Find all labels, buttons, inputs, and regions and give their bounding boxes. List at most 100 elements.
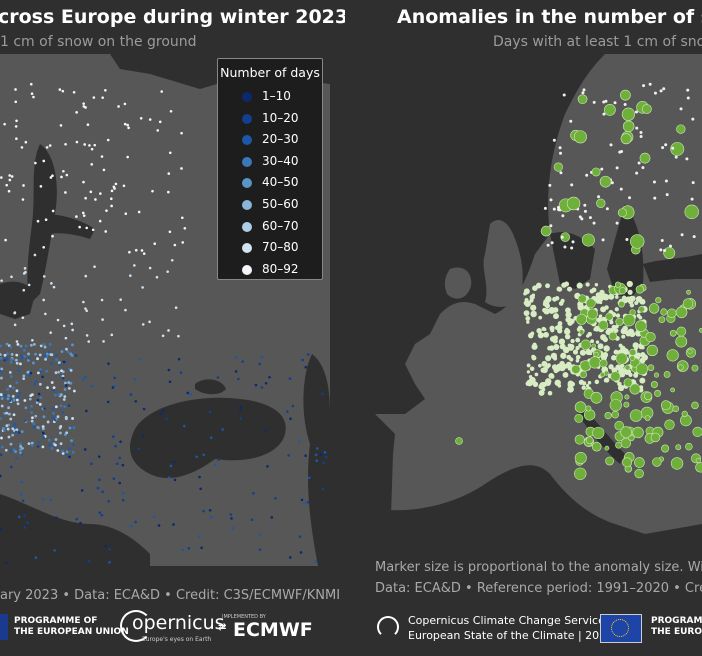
anomaly-marker — [629, 234, 645, 249]
station-dot — [32, 425, 36, 429]
station-dot — [70, 322, 74, 326]
station-dot — [50, 362, 53, 365]
station-dot — [298, 535, 302, 538]
station-dot — [5, 183, 8, 187]
station-dot — [4, 238, 7, 242]
anomaly-marker — [550, 241, 554, 245]
station-dot — [85, 226, 88, 230]
station-dot — [197, 535, 200, 538]
station-dot — [12, 386, 15, 390]
station-dot — [127, 126, 130, 130]
station-dot — [167, 172, 171, 175]
station-dot — [63, 405, 67, 409]
station-dot — [13, 422, 17, 426]
station-dot — [134, 248, 138, 252]
station-dot — [59, 431, 62, 435]
station-dot — [28, 397, 32, 401]
anomaly-marker — [550, 328, 555, 333]
anomaly-marker — [574, 434, 585, 445]
anomaly-marker — [664, 419, 675, 430]
anomaly-marker — [552, 207, 556, 211]
station-dot — [42, 436, 46, 439]
anomaly-marker — [618, 150, 622, 154]
station-dot — [118, 481, 122, 485]
station-dot — [24, 406, 28, 410]
anomaly-marker — [570, 338, 575, 344]
station-dot — [213, 463, 217, 467]
station-dot — [260, 356, 264, 359]
station-dot — [8, 174, 11, 177]
station-dot — [65, 431, 69, 435]
station-dot — [109, 197, 113, 200]
station-dot — [162, 409, 166, 412]
station-dot — [104, 88, 107, 92]
station-dot — [200, 546, 203, 550]
station-dot — [57, 370, 60, 374]
anomaly-marker — [599, 372, 606, 378]
anomaly-marker — [615, 352, 628, 365]
station-dot — [42, 415, 46, 419]
station-dot — [9, 442, 13, 446]
station-dot — [46, 420, 50, 424]
anomaly-marker — [639, 377, 646, 384]
station-dot — [321, 392, 324, 396]
station-dot — [32, 95, 35, 99]
station-dot — [0, 417, 2, 421]
anomaly-marker — [691, 401, 699, 410]
station-dot — [118, 456, 122, 460]
station-dot — [301, 358, 305, 362]
anomaly-marker — [611, 410, 619, 419]
station-dot — [133, 264, 136, 267]
legend-label: 80–92 — [262, 261, 299, 276]
station-dot — [167, 329, 170, 332]
anomaly-marker — [602, 112, 606, 116]
anomaly-marker — [530, 310, 537, 318]
station-dot — [104, 545, 107, 548]
anomaly-marker — [691, 181, 695, 185]
anomaly-marker — [585, 436, 594, 445]
station-dot — [98, 478, 101, 481]
station-dot — [48, 443, 52, 447]
station-dot — [61, 89, 65, 93]
station-dot — [22, 288, 26, 292]
station-dot — [91, 384, 94, 388]
legend: Number of days 1–10 10–20 20–30 30–40 40–50 5… — [217, 58, 323, 280]
station-dot — [4, 448, 8, 452]
station-dot — [108, 561, 111, 564]
anomaly-marker — [611, 355, 617, 361]
copernicus-tagline: Europe's eyes on Earth — [142, 636, 212, 643]
legend-item: 80–92 — [218, 260, 322, 280]
anomaly-marker — [523, 310, 530, 317]
anomaly-marker — [604, 377, 610, 383]
anomaly-marker — [565, 316, 572, 323]
station-dot — [239, 417, 242, 420]
station-dot — [17, 515, 21, 519]
station-dot — [36, 219, 40, 223]
anomaly-marker — [585, 383, 590, 388]
station-dot — [82, 102, 85, 105]
station-dot — [107, 499, 111, 503]
anomaly-marker — [540, 225, 552, 237]
anomaly-marker — [559, 151, 563, 155]
station-dot — [16, 402, 20, 406]
station-dot — [61, 411, 65, 414]
station-dot — [264, 429, 268, 432]
station-dot — [78, 225, 81, 229]
anomaly-marker — [579, 370, 587, 379]
station-dot — [9, 361, 13, 364]
station-dot — [27, 352, 30, 356]
station-dot — [6, 427, 10, 431]
station-dot — [114, 444, 117, 448]
anomaly-marker — [608, 331, 618, 341]
station-dot — [52, 386, 56, 390]
station-dot — [230, 517, 233, 520]
anomaly-marker — [525, 381, 530, 386]
anomaly-marker — [652, 457, 662, 467]
anomaly-marker — [541, 366, 548, 374]
station-dot — [300, 498, 304, 502]
anomaly-marker — [627, 289, 633, 295]
station-dot — [19, 442, 22, 446]
anomaly-marker — [664, 143, 668, 147]
legend-item: 60–70 — [218, 217, 322, 237]
anomaly-marker — [597, 195, 601, 199]
